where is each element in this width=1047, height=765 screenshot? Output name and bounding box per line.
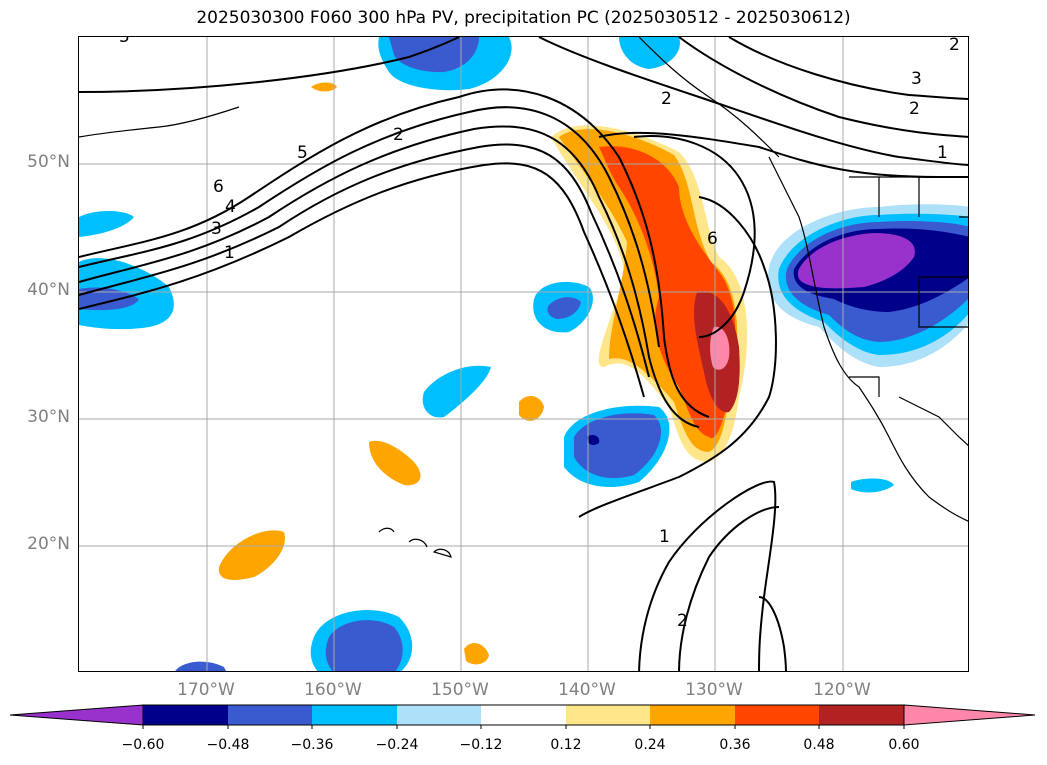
contour-label: 3 [911, 69, 922, 89]
negative-coast-max [797, 233, 915, 289]
colorbar-tick-label: 0.36 [719, 737, 751, 753]
positive-north-small [311, 82, 337, 92]
precipitation-shading [79, 37, 968, 671]
contour-label: 2 [677, 611, 688, 631]
contour-label: 2 [949, 36, 960, 55]
negative-mid-2 [422, 365, 491, 418]
positive-south-2 [464, 643, 489, 665]
negative-southwest [175, 661, 226, 671]
negative-mid-3-max [587, 435, 600, 445]
positive-hawaii [369, 440, 421, 486]
colorbar-segment [143, 705, 228, 725]
colorbar-tick-label: −0.48 [206, 737, 250, 753]
contour-label: 1 [224, 243, 235, 263]
contour-label: 4 [225, 197, 236, 217]
map-title: 2025030300 F060 300 hPa PV, precipitatio… [196, 8, 851, 28]
contour-label: 6 [707, 229, 718, 249]
colorbar-tick-label: −0.12 [459, 737, 503, 753]
colorbar-tick-label: 0.12 [550, 737, 582, 753]
negative-west-small [79, 211, 134, 237]
lat-label-20n: 20°N [27, 534, 70, 554]
colorbar [10, 704, 1036, 729]
colorbar-tick-label: 0.60 [888, 737, 920, 753]
lon-label-120w: 120°W [813, 680, 871, 700]
lon-label-150w: 150°W [431, 680, 489, 700]
lat-label-40n: 40°N [27, 280, 70, 300]
map-plot [79, 37, 968, 671]
map-panel: 5 6 4 3 1 2 5 2 6 3 2 1 2 1 2 [78, 36, 969, 672]
colorbar-tick-label: 0.24 [634, 737, 666, 753]
positive-south-1 [218, 530, 285, 580]
colorbar-tick-label: −0.36 [290, 737, 334, 753]
lat-label-50n: 50°N [27, 152, 70, 172]
colorbar-segment [312, 705, 397, 725]
lon-label-130w: 130°W [685, 680, 743, 700]
colorbar-segment-extend-high [903, 704, 1036, 726]
contour-label: 2 [909, 99, 920, 119]
colorbar-segment-extend-low [10, 704, 144, 726]
colorbar-tick-label: −0.60 [121, 737, 165, 753]
colorbar-segment [650, 705, 735, 725]
colorbar-segment [481, 705, 566, 725]
contour-label: 5 [119, 36, 130, 47]
contour-label: 1 [659, 527, 670, 547]
contour-label: 5 [297, 143, 308, 163]
negative-mid-3-core [574, 413, 662, 479]
lon-label-160w: 160°W [304, 680, 362, 700]
coastlines [79, 37, 968, 558]
map-gridlines [79, 37, 968, 671]
lon-label-170w: 170°W [177, 680, 235, 700]
negative-small-east [851, 478, 894, 493]
contour-label: 2 [393, 125, 404, 145]
positive-mid-small [519, 395, 544, 421]
contour-label: 1 [937, 143, 948, 163]
negative-south-core [325, 620, 403, 671]
contour-label: 6 [213, 177, 224, 197]
colorbar-segment [228, 705, 312, 725]
contour-label: 2 [661, 89, 672, 109]
colorbar-segment [819, 705, 904, 725]
lat-label-30n: 30°N [27, 407, 70, 427]
negative-north-core [389, 37, 479, 73]
colorbar-tick-label: −0.24 [375, 737, 419, 753]
colorbar-segment [566, 705, 650, 725]
contour-label: 3 [211, 219, 222, 239]
negative-mid-1-core [547, 297, 581, 319]
negative-north-right [619, 37, 680, 69]
colorbar-tick-label: 0.48 [803, 737, 835, 753]
colorbar-segment [397, 705, 481, 725]
colorbar-segment [735, 705, 819, 725]
pv-contours [79, 37, 968, 671]
lon-label-140w: 140°W [558, 680, 616, 700]
